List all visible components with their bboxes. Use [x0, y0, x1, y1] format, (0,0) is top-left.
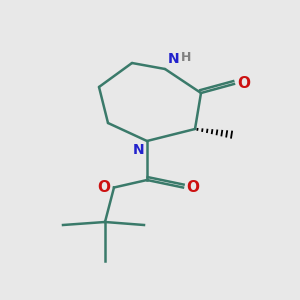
Text: H: H [181, 52, 191, 64]
Text: O: O [187, 180, 200, 195]
Text: N: N [167, 52, 179, 66]
Text: O: O [98, 180, 110, 195]
Text: O: O [238, 76, 250, 92]
Text: N: N [133, 142, 145, 157]
